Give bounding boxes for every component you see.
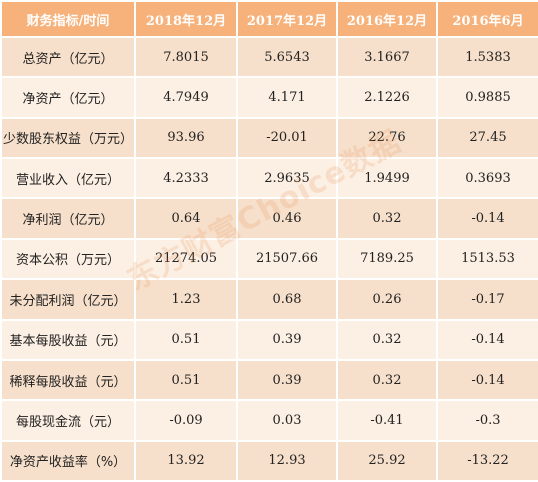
header-2017-12: 2017年12月: [236, 0, 338, 38]
table-cell: 5.6543: [236, 35, 338, 79]
table-cell: 0.46: [236, 197, 338, 240]
table-cell: 0.26: [336, 278, 438, 321]
table-cell: 1.9499: [336, 157, 438, 200]
table-header-row: 财务指标/时间 2018年12月 2017年12月 2016年12月 2016年…: [0, 0, 538, 38]
table-cell: 0.9885: [436, 76, 538, 119]
table-cell: -0.09: [134, 399, 238, 442]
table-cell: 4.2333: [134, 157, 238, 200]
row-label: 每股现金流（元）: [0, 399, 136, 442]
table-cell: 13.92: [134, 439, 238, 482]
table-cell: 22.76: [336, 116, 438, 160]
table-cell: 3.1667: [336, 35, 438, 79]
table-cell: 2.9635: [236, 157, 338, 200]
table-cell: -0.14: [436, 358, 538, 402]
row-label: 净资产收益率（%）: [0, 439, 136, 482]
table-cell: -0.14: [436, 318, 538, 361]
table-row: 稀释每股收益（元） 0.51 0.39 0.32 -0.14: [0, 358, 538, 402]
table-cell: 0.64: [134, 197, 238, 240]
table-cell: -0.3: [436, 399, 538, 442]
table-cell: -13.22: [436, 439, 538, 482]
row-label: 稀释每股收益（元）: [0, 358, 136, 402]
table-cell: 0.32: [336, 197, 438, 240]
row-label: 少数股东权益（万元）: [0, 116, 136, 160]
header-2016-06: 2016年6月: [436, 0, 538, 38]
row-label: 基本每股收益（元）: [0, 318, 136, 361]
table-cell: -0.14: [436, 197, 538, 240]
table-row: 资本公积（万元） 21274.05 21507.66 7189.25 1513.…: [0, 237, 538, 281]
table-cell: 7.8015: [134, 35, 238, 79]
table-cell: 0.39: [236, 358, 338, 402]
header-2016-12: 2016年12月: [336, 0, 438, 38]
header-2018-12: 2018年12月: [134, 0, 238, 38]
table-row: 少数股东权益（万元） 93.96 -20.01 22.76 27.45: [0, 116, 538, 160]
table-cell: 25.92: [336, 439, 438, 482]
table-row: 净资产（亿元） 4.7949 4.171 2.1226 0.9885: [0, 76, 538, 119]
row-label: 总资产（亿元）: [0, 35, 136, 79]
table-cell: 0.51: [134, 358, 238, 402]
table-cell: 0.39: [236, 318, 338, 361]
table-cell: -20.01: [236, 116, 338, 160]
table-cell: 7189.25: [336, 237, 438, 281]
header-indicator: 财务指标/时间: [0, 0, 136, 38]
row-label: 净利润（亿元）: [0, 197, 136, 240]
table-cell: -0.17: [436, 278, 538, 321]
row-label: 净资产（亿元）: [0, 76, 136, 119]
table-cell: 21507.66: [236, 237, 338, 281]
table-cell: 27.45: [436, 116, 538, 160]
table-cell: 0.51: [134, 318, 238, 361]
table-cell: 1.5383: [436, 35, 538, 79]
table-row: 每股现金流（元） -0.09 0.03 -0.41 -0.3: [0, 399, 538, 442]
table-cell: 12.93: [236, 439, 338, 482]
table-cell: 2.1226: [336, 76, 438, 119]
table-cell: 1.23: [134, 278, 238, 321]
table-cell: 4.171: [236, 76, 338, 119]
table-cell: 21274.05: [134, 237, 238, 281]
table-row: 未分配利润（亿元） 1.23 0.68 0.26 -0.17: [0, 278, 538, 321]
table-cell: 0.3693: [436, 157, 538, 200]
table-cell: -0.41: [336, 399, 438, 442]
table-row: 总资产（亿元） 7.8015 5.6543 3.1667 1.5383: [0, 35, 538, 79]
table-row: 基本每股收益（元） 0.51 0.39 0.32 -0.14: [0, 318, 538, 361]
table-cell: 1513.53: [436, 237, 538, 281]
table-cell: 4.7949: [134, 76, 238, 119]
table-cell: 0.32: [336, 318, 438, 361]
row-label: 资本公积（万元）: [0, 237, 136, 281]
table-cell: 0.68: [236, 278, 338, 321]
table-row: 营业收入（亿元） 4.2333 2.9635 1.9499 0.3693: [0, 157, 538, 200]
table-cell: 0.32: [336, 358, 438, 402]
table-row: 净资产收益率（%） 13.92 12.93 25.92 -13.22: [0, 439, 538, 482]
table-row: 净利润（亿元） 0.64 0.46 0.32 -0.14: [0, 197, 538, 240]
table-cell: 0.03: [236, 399, 338, 442]
row-label: 未分配利润（亿元）: [0, 278, 136, 321]
table-cell: 93.96: [134, 116, 238, 160]
row-label: 营业收入（亿元）: [0, 157, 136, 200]
